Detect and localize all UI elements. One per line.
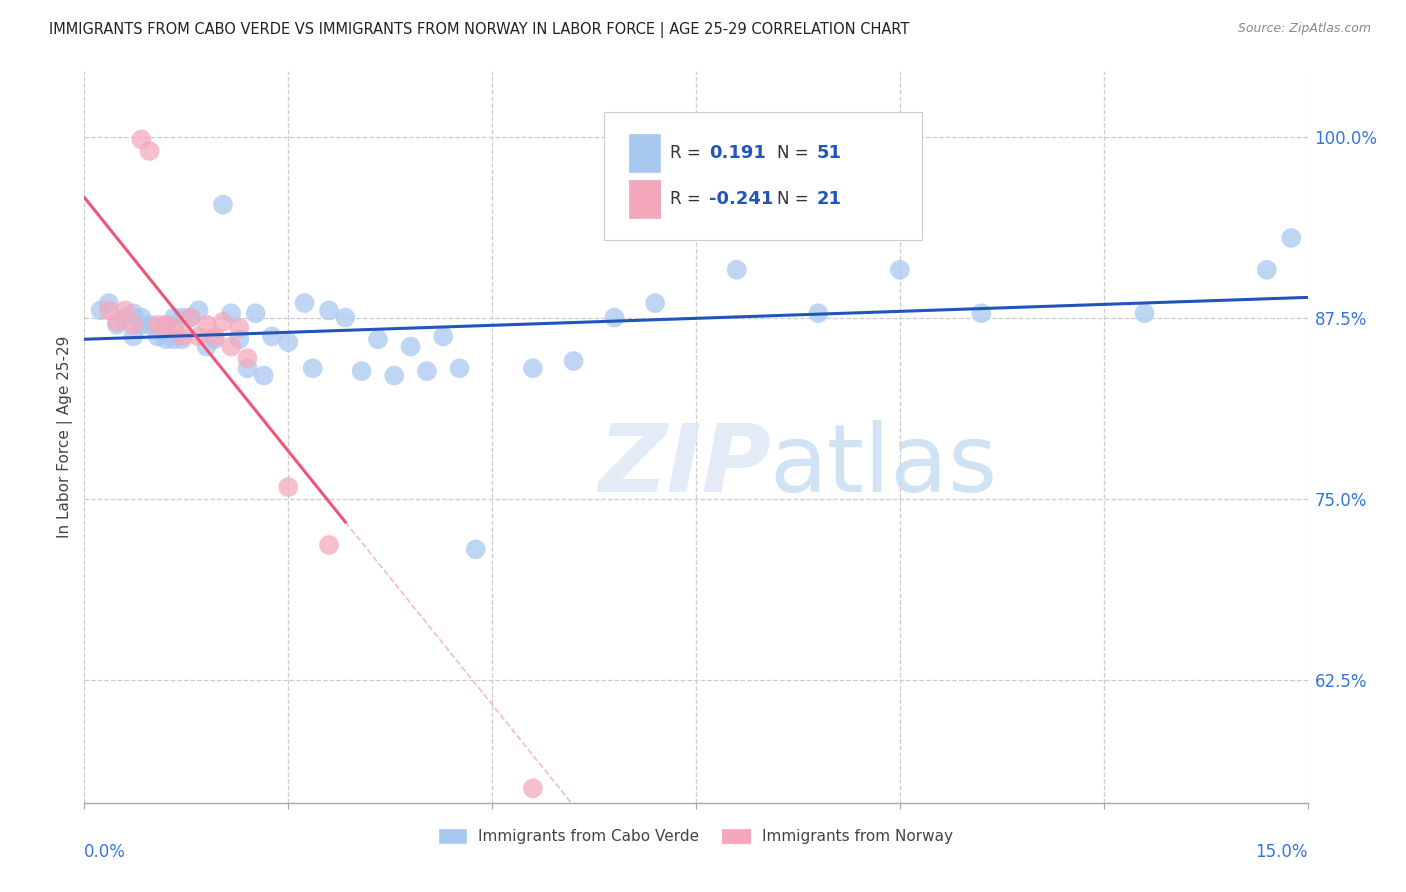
Point [163,332,186,346]
Point [219,340,242,354]
Point [131,318,153,332]
Point [105,315,128,329]
Point [212,197,235,211]
Point [172,310,194,325]
Point [122,318,145,332]
Point [131,132,153,146]
Text: 0.191: 0.191 [710,144,766,161]
Point [146,329,169,343]
Point [1279,231,1302,245]
Point [889,262,911,277]
Point [90,303,112,318]
Point [172,329,194,343]
Point [236,361,259,376]
Point [122,306,145,320]
Point [644,296,666,310]
Point [367,332,389,346]
Point [318,538,340,552]
Point [138,318,160,332]
Text: 21: 21 [817,190,842,208]
Point [260,329,283,343]
Point [522,361,544,376]
Point [432,329,454,343]
Text: atlas: atlas [769,420,998,512]
Text: 0.0%: 0.0% [84,843,127,861]
Point [1133,306,1156,320]
Point [970,306,993,320]
Point [236,351,259,366]
Point [219,306,242,320]
Point [1256,262,1278,277]
Point [163,320,186,334]
Point [187,303,209,318]
Point [228,320,250,334]
FancyBboxPatch shape [605,112,922,240]
Text: N =: N = [776,144,814,161]
Point [138,144,160,158]
Text: 15.0%: 15.0% [1256,843,1308,861]
Point [277,480,299,494]
Point [204,329,226,343]
Text: Source: ZipAtlas.com: Source: ZipAtlas.com [1237,22,1371,36]
Text: IMMIGRANTS FROM CABO VERDE VS IMMIGRANTS FROM NORWAY IN LABOR FORCE | AGE 25-29 : IMMIGRANTS FROM CABO VERDE VS IMMIGRANTS… [49,22,910,38]
Point [146,318,169,332]
Point [522,781,544,796]
Point [97,296,120,310]
Point [228,332,250,346]
Point [253,368,276,383]
Point [114,310,136,325]
Point [301,361,323,376]
Point [105,318,128,332]
Point [155,318,177,332]
Point [318,303,340,318]
Point [172,332,194,346]
Point [807,306,830,320]
Point [562,354,585,368]
Text: N =: N = [776,190,814,208]
Point [277,335,299,350]
Point [97,303,120,318]
Point [131,310,153,325]
Point [416,364,439,378]
Point [155,332,177,346]
FancyBboxPatch shape [628,179,661,218]
Point [195,340,218,354]
Text: R =: R = [671,190,706,208]
Point [179,310,201,325]
Point [449,361,471,376]
Text: -0.241: -0.241 [710,190,773,208]
FancyBboxPatch shape [628,134,661,171]
Point [212,315,235,329]
Point [399,340,422,354]
Point [603,310,626,325]
Legend: Immigrants from Cabo Verde, Immigrants from Norway: Immigrants from Cabo Verde, Immigrants f… [433,822,959,850]
Point [179,310,201,325]
Point [122,329,145,343]
Text: ZIP: ZIP [598,420,770,512]
Point [294,296,316,310]
Point [725,262,748,277]
Point [155,318,177,332]
Point [204,332,226,346]
Point [195,318,218,332]
Point [335,310,357,325]
Point [350,364,373,378]
Text: R =: R = [671,144,706,161]
Y-axis label: In Labor Force | Age 25-29: In Labor Force | Age 25-29 [58,336,73,538]
Point [382,368,405,383]
Point [163,310,186,325]
Point [464,542,486,557]
Point [245,306,267,320]
Text: 51: 51 [817,144,842,161]
Point [114,303,136,318]
Point [187,329,209,343]
